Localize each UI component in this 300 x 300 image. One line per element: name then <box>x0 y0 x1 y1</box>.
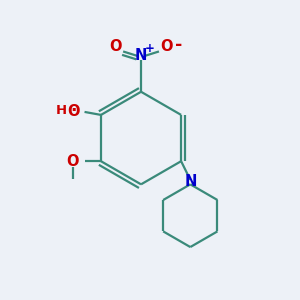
Text: O: O <box>160 40 173 55</box>
Text: +: + <box>145 42 155 55</box>
Text: O: O <box>67 104 80 119</box>
Text: -: - <box>175 36 182 54</box>
Text: H: H <box>56 104 67 117</box>
Text: O: O <box>110 40 122 55</box>
Text: O: O <box>66 154 79 169</box>
Text: N: N <box>135 48 147 63</box>
Text: ·: · <box>70 102 76 120</box>
Text: N: N <box>184 175 196 190</box>
